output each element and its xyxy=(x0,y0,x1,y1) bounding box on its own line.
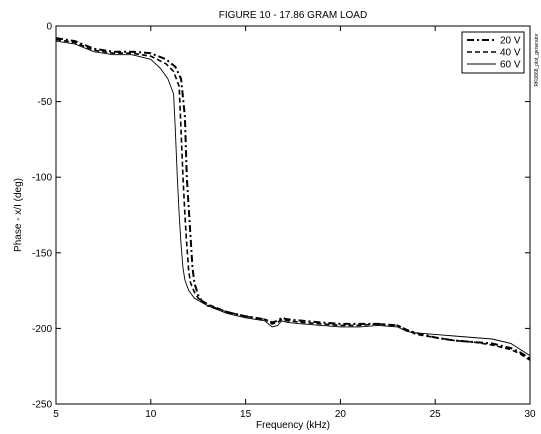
x-tick-label: 30 xyxy=(524,409,536,420)
plot-area xyxy=(55,25,531,405)
series-line-60v xyxy=(55,40,531,356)
chart-title: FIGURE 10 - 17.86 GRAM LOAD xyxy=(219,10,367,21)
y-tick-label: -200 xyxy=(32,324,52,335)
y-tick-label: 0 xyxy=(46,22,52,33)
x-axis-label: Frequency (kHz) xyxy=(256,420,330,431)
x-tick-label: 5 xyxy=(53,409,59,420)
y-axis-label: Phase - x/I (deg) xyxy=(13,178,24,252)
y-tick-label: -250 xyxy=(32,400,52,411)
legend: 20 V 40 V 60 V xyxy=(461,31,525,74)
x-tick-label: 10 xyxy=(145,409,157,420)
side-note: RK0868_plot_generator xyxy=(534,33,540,86)
y-tick-label: -100 xyxy=(32,173,52,184)
ticks-layer: 5 10 15 20 25 30 0 -50 -100 -150 -200 -250 xyxy=(32,22,536,421)
series-layer xyxy=(55,37,531,361)
y-tick-label: -150 xyxy=(32,248,52,259)
y-tick-label: -50 xyxy=(38,97,53,108)
x-tick-label: 20 xyxy=(335,409,347,420)
legend-label-20v: 20 V xyxy=(500,36,521,47)
legend-label-60v: 60 V xyxy=(500,60,521,71)
x-tick-label: 25 xyxy=(430,409,442,420)
legend-label-40v: 40 V xyxy=(500,48,521,59)
x-tick-label: 15 xyxy=(240,409,252,420)
